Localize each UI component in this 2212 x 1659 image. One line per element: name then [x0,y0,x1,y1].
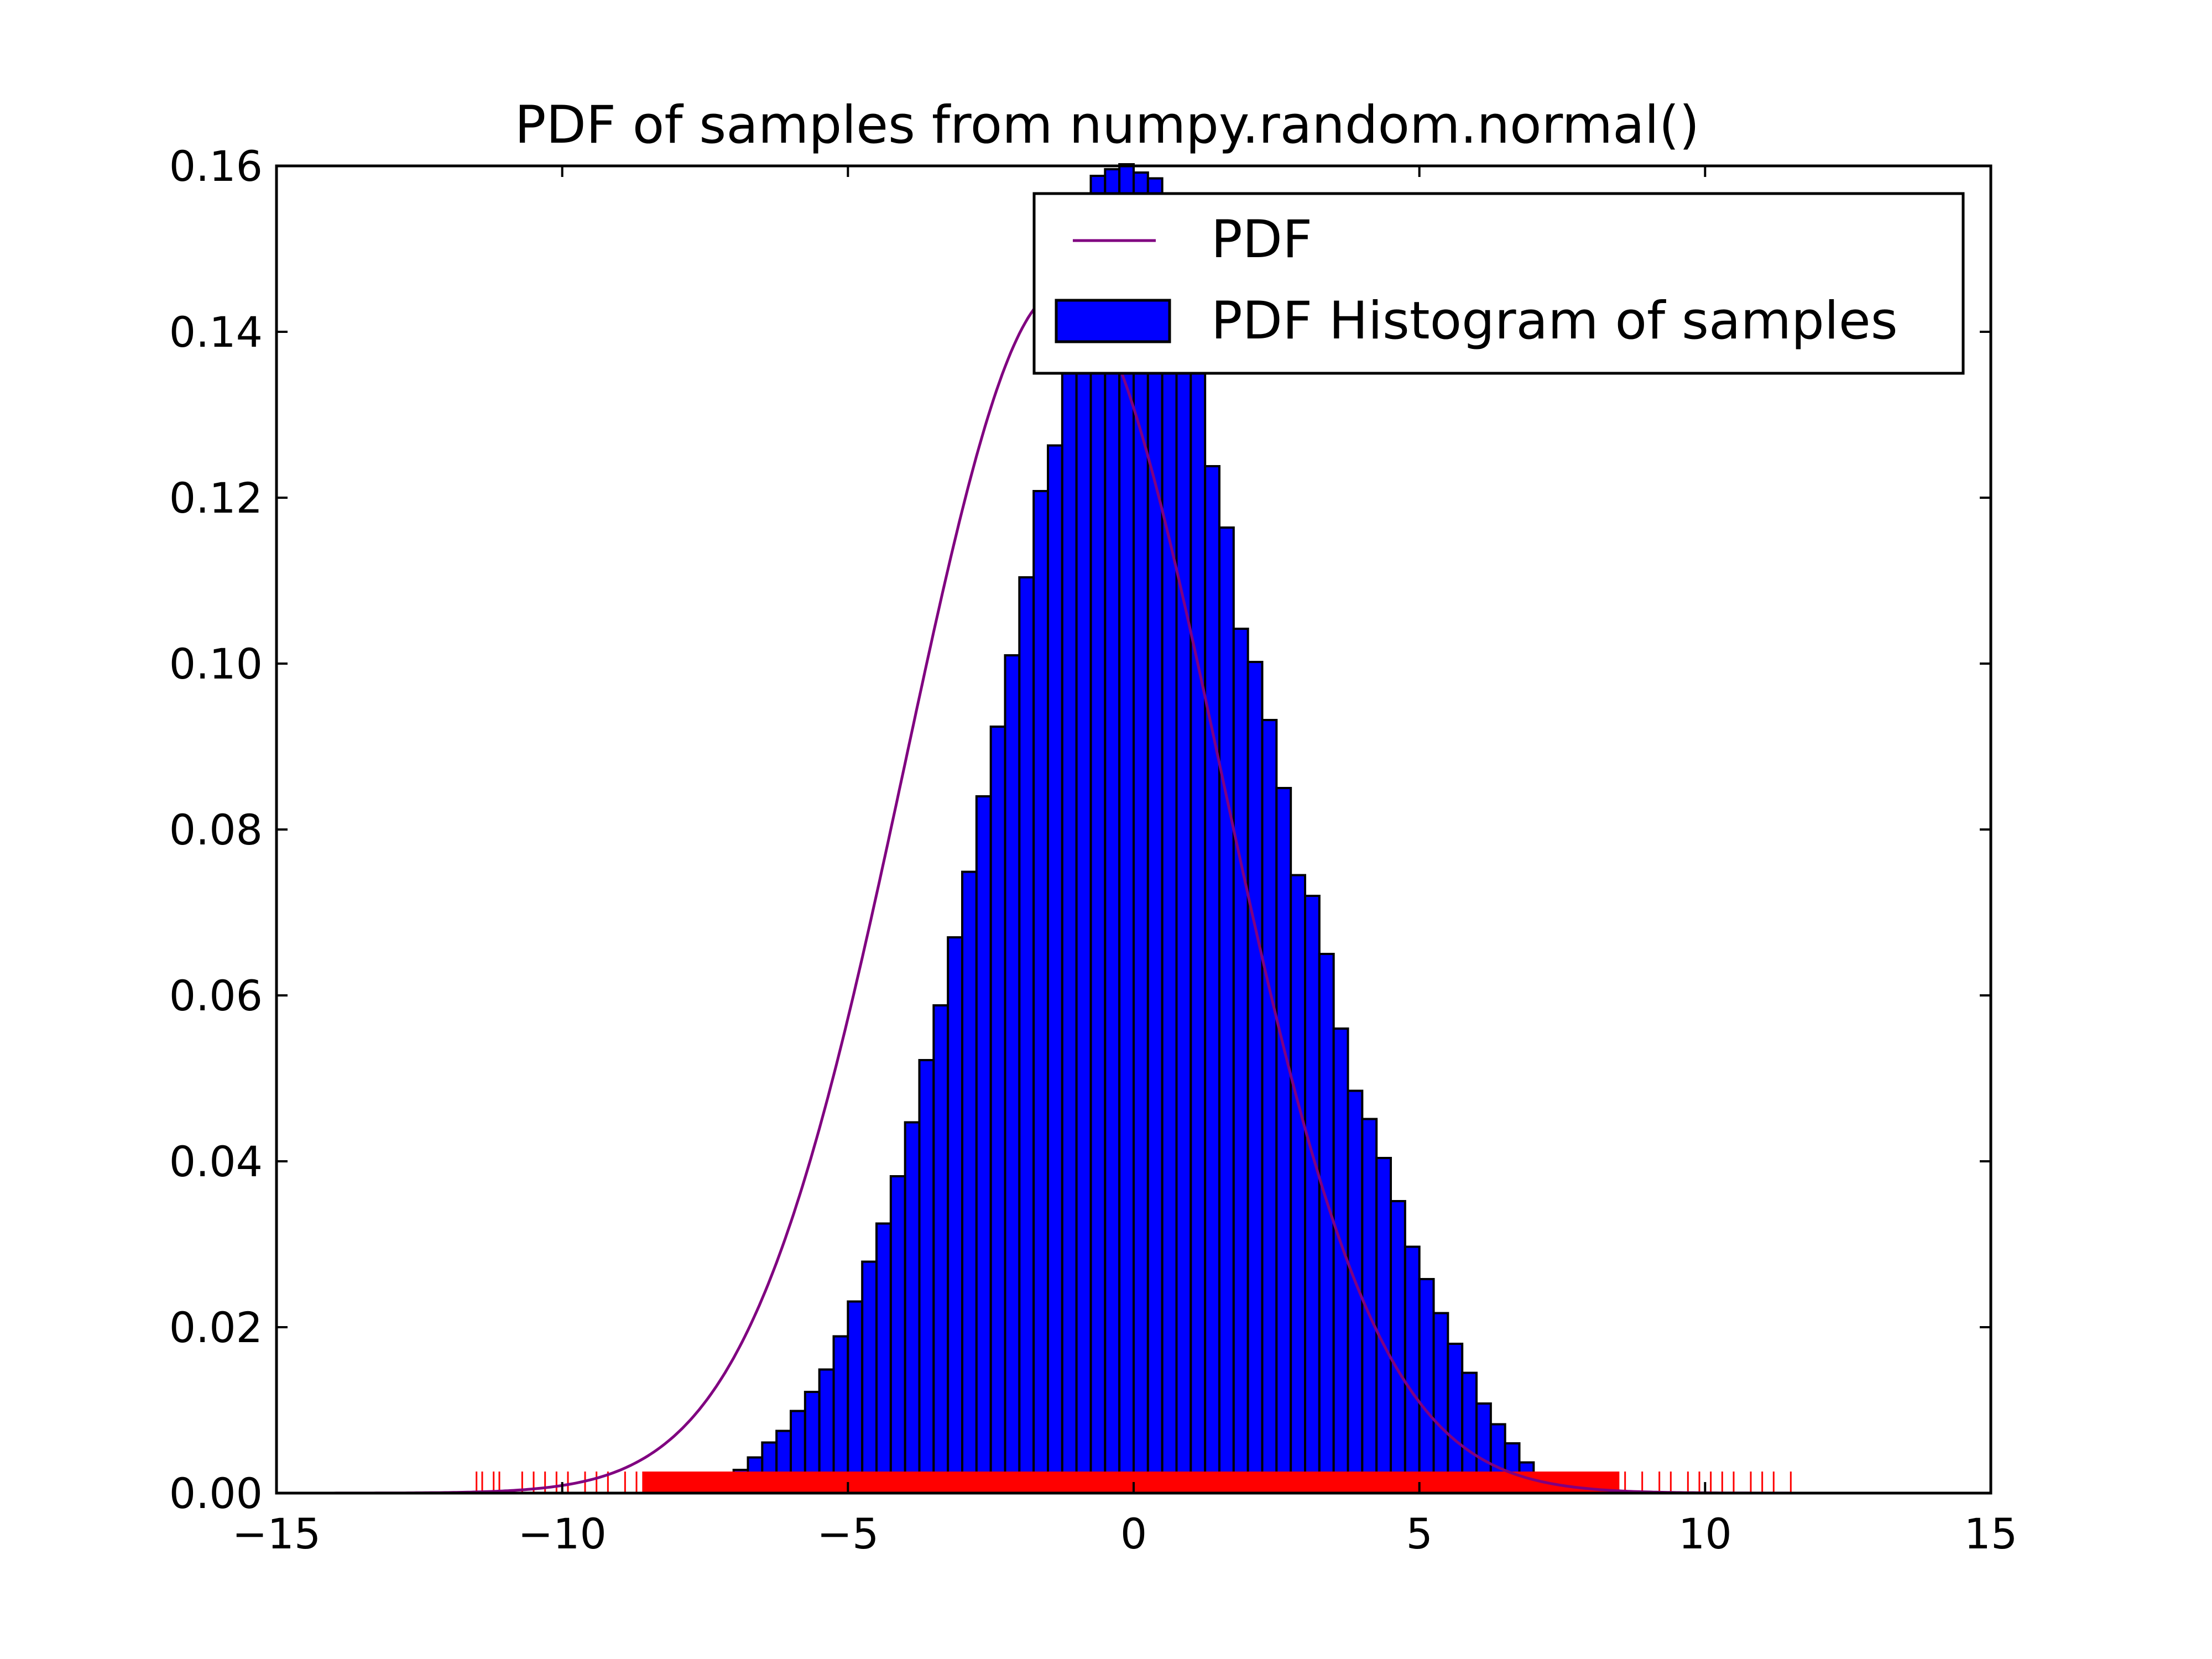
histogram-bar [961,870,978,1494]
legend-histogram-label: PDF Histogram of samples [1211,291,1898,351]
y-axis: 0.00 0.02 0.04 0.06 0.08 0.10 0.12 0.14 0.16 [169,142,1991,1518]
histogram-bar [1018,576,1035,1494]
histogram-bar [1004,654,1021,1494]
histogram-bar [1418,1278,1435,1494]
x-tick-label: −15 [232,1509,321,1558]
histogram-bar [1190,343,1207,1494]
histogram-bar [975,795,992,1494]
histogram-bar [1390,1200,1406,1494]
histogram-bar [889,1175,906,1494]
histogram-bar [1275,787,1292,1494]
histogram-bar [918,1059,935,1494]
x-tick-label: −5 [817,1509,879,1558]
legend-box [1032,192,1965,375]
histogram-bars [718,163,1550,1494]
histogram-bar [1304,895,1321,1494]
histogram-bar [1175,298,1192,1494]
histogram-bar [904,1121,921,1494]
histogram-bar [1375,1157,1392,1494]
histogram-bar [932,1004,950,1494]
histogram-bar [1246,661,1264,1494]
y-tick-label: 0.02 [169,1303,263,1352]
histogram-bar [1447,1343,1464,1494]
y-tick-label: 0.04 [169,1137,263,1186]
y-tick-label: 0.08 [169,805,263,854]
histogram-bar [1161,215,1178,1494]
histogram-bar [1204,465,1221,1494]
histogram-bar [1089,175,1107,1494]
histogram-bar [1232,628,1249,1494]
x-tick-label: −10 [518,1509,606,1558]
rug-plot [476,1472,1792,1493]
histogram-bar [1432,1312,1449,1494]
histogram-bar [1404,1245,1421,1494]
y-tick-label: 0.00 [169,1469,263,1518]
x-tick-label: 0 [1120,1509,1147,1558]
legend-histogram-swatch [1055,299,1171,343]
histogram-bar [1032,490,1049,1494]
y-tick-label: 0.14 [169,307,263,357]
legend: PDF PDF Histogram of samples [1032,192,1965,375]
histogram-bar [1047,444,1063,1494]
histogram-bar [1218,526,1235,1494]
y-tick-label: 0.12 [169,473,263,523]
histogram-bar [1261,719,1278,1494]
x-tick-label: 5 [1406,1509,1432,1558]
histogram-bar [1075,256,1092,1494]
x-tick-label: 15 [1964,1509,2018,1558]
y-tick-label: 0.06 [169,971,263,1020]
histogram-bar [1318,953,1335,1494]
histogram-bar [847,1300,864,1494]
legend-pdf-label: PDF [1211,210,1312,270]
histogram-bar [861,1260,878,1494]
x-axis: −15 −10 −5 0 5 10 15 [232,166,2018,1558]
histogram-bar [875,1222,892,1494]
y-tick-label: 0.10 [169,639,263,688]
y-tick-label: 0.16 [169,142,263,191]
histogram-bar [1061,322,1078,1494]
histogram-bar [832,1335,849,1494]
histogram-bar [989,726,1006,1494]
x-tick-label: 10 [1678,1509,1732,1558]
histogram-bar [1290,874,1307,1494]
rug-band [642,1472,1620,1493]
chart-title: PDF of samples from numpy.random.normal(… [515,95,1699,155]
histogram-bar [947,936,963,1494]
histogram-bar [1146,177,1164,1494]
